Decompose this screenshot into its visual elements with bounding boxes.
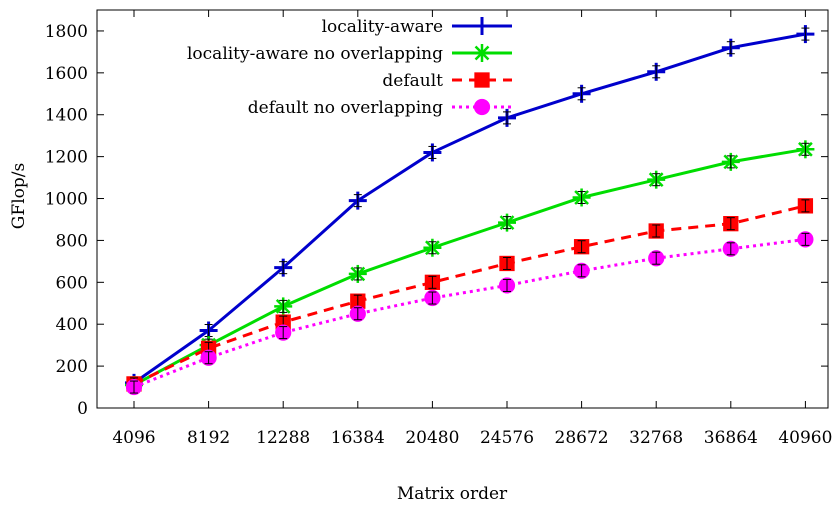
legend-item: locality-aware: [322, 17, 512, 37]
error-bar: [279, 299, 288, 313]
y-axis-title: GFlop/s: [9, 163, 29, 229]
x-axis-title: Matrix order: [397, 484, 508, 504]
x-tick-label: 20480: [405, 428, 459, 448]
error-bar: [577, 190, 586, 204]
y-tick-label: 1800: [45, 22, 88, 42]
error-bar: [726, 217, 735, 231]
error-bar: [577, 240, 586, 254]
legend-label: locality-aware no overlapping: [187, 44, 443, 64]
axes: [96, 9, 829, 409]
error-bar: [503, 256, 511, 270]
error-bar: [726, 41, 735, 55]
error-bar: [353, 307, 362, 321]
error-bar: [577, 87, 586, 101]
error-bar: [801, 199, 810, 213]
x-tick-label: 24576: [480, 428, 534, 448]
series-default-no-overlapping: [125, 231, 814, 396]
series-line: [133, 147, 806, 387]
series-group: [125, 25, 815, 396]
x-axis-ticks: 4096 8192 12288 16384 20480 24576 28672 32768 36…: [112, 10, 832, 448]
error-bar: [279, 326, 288, 340]
error-bar: [652, 173, 661, 187]
legend-item: default no overlapping: [248, 98, 512, 118]
y-tick-label: 1200: [45, 148, 88, 168]
error-bar: [428, 291, 437, 305]
y-tick-label: 1000: [45, 190, 88, 210]
legend-item: default: [382, 71, 512, 91]
error-bar: [801, 232, 810, 246]
series-line: [133, 204, 806, 386]
x-tick-label: 12288: [256, 428, 310, 448]
y-tick-label: 1600: [45, 64, 88, 84]
error-bar: [801, 142, 810, 156]
y-tick-label: 1400: [45, 106, 88, 126]
legend-label: default no overlapping: [248, 98, 443, 118]
legend: locality-aware locality-aware no overlapp…: [187, 17, 512, 118]
error-bar: [726, 155, 735, 169]
square-marker: [474, 72, 490, 88]
x-tick-label: 4096: [112, 428, 155, 448]
legend-label: locality-aware: [322, 17, 443, 37]
circle-marker: [473, 98, 491, 116]
y-axis-ticks: 0 200 400 600 800 1000 1200 1400 1600 1800: [45, 22, 828, 419]
x-tick-label: 8192: [187, 428, 230, 448]
error-bar: [428, 275, 437, 289]
error-bar: [652, 224, 661, 238]
error-bar: [577, 264, 586, 278]
error-bar: [428, 145, 437, 159]
series-line: [133, 32, 806, 385]
series-default: [126, 198, 814, 392]
plus-marker: [473, 17, 491, 35]
x-tick-label: 36864: [704, 428, 758, 448]
error-bar: [801, 27, 810, 41]
asterisk-marker: [473, 44, 491, 62]
legend-label: default: [382, 71, 443, 91]
error-bar: [726, 242, 735, 256]
x-tick-label: 16384: [331, 428, 385, 448]
error-bar: [503, 111, 511, 125]
series-line: [133, 237, 806, 389]
plot-frame: [96, 9, 829, 409]
y-tick-label: 600: [56, 273, 88, 293]
error-bar: [503, 278, 511, 292]
x-tick-label: 32768: [629, 428, 683, 448]
error-bar: [204, 351, 213, 365]
x-tick-label: 28672: [555, 428, 609, 448]
error-bar: [130, 380, 138, 394]
error-bar: [652, 65, 661, 79]
error-bar: [353, 194, 362, 208]
y-tick-label: 800: [56, 231, 88, 251]
y-tick-label: 400: [56, 315, 88, 335]
error-bar: [428, 241, 437, 255]
legend-item: locality-aware no overlapping: [187, 44, 512, 64]
error-bar: [353, 267, 362, 281]
error-bar: [503, 216, 511, 230]
series-locality-aware-no-overlapping: [125, 140, 815, 394]
error-bar: [279, 261, 288, 275]
x-tick-label: 40960: [778, 428, 832, 448]
y-tick-label: 200: [56, 357, 88, 377]
error-bar: [652, 251, 661, 265]
y-tick-label: 0: [77, 399, 88, 419]
